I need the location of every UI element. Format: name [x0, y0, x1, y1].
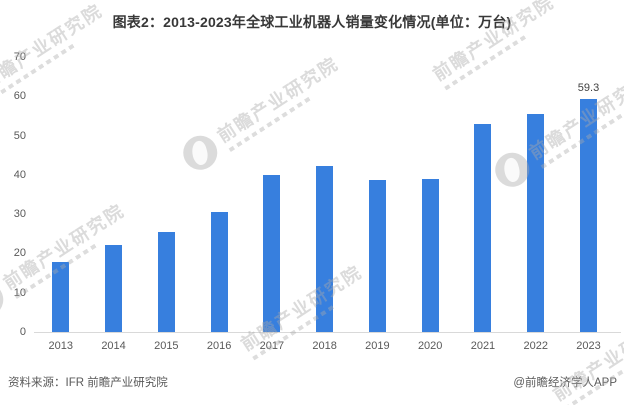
- bar-2019: [368, 179, 386, 332]
- y-tick-50: 50: [13, 129, 26, 142]
- x-tick-2022: 2022: [523, 340, 548, 352]
- x-tick-2013: 2013: [48, 340, 74, 352]
- x-tick-2018: 2018: [312, 340, 337, 352]
- bar-2021: [474, 123, 492, 332]
- source-note: 资料来源：IFR 前瞻产业研究院: [8, 377, 168, 389]
- y-tick-30: 30: [13, 208, 26, 221]
- watermark-logo-icon: [0, 276, 10, 324]
- chart-title: 图表2：2013-2023年全球工业机器人销量变化情况(单位：万台): [112, 14, 512, 30]
- y-tick-70: 70: [13, 51, 26, 63]
- x-tick-2017: 2017: [259, 340, 285, 352]
- y-tick-0: 0: [19, 326, 26, 338]
- bar-plot-area: [34, 57, 615, 332]
- bar-2022: [527, 113, 545, 332]
- value-label-2023: 59.3: [577, 82, 600, 95]
- y-tick-60: 60: [13, 90, 26, 103]
- bar-2015: [157, 231, 175, 332]
- x-tick-2020: 2020: [417, 340, 443, 352]
- bar-2017: [263, 174, 281, 332]
- x-tick-2016: 2016: [206, 340, 232, 352]
- y-tick-10: 10: [13, 286, 26, 299]
- x-tick-2023: 2023: [576, 340, 601, 352]
- bar-2016: [210, 211, 228, 332]
- bar-2013: [52, 262, 70, 332]
- y-tick-40: 40: [13, 168, 26, 181]
- bar-2018: [316, 166, 334, 332]
- bar-2014: [105, 244, 123, 332]
- y-tick-20: 20: [13, 247, 26, 260]
- bar-2023: [580, 99, 597, 332]
- x-tick-2015: 2015: [154, 340, 179, 352]
- x-tick-2019: 2019: [365, 340, 390, 352]
- x-axis-line: [34, 332, 621, 333]
- x-tick-2021: 2021: [470, 340, 496, 352]
- bar-2020: [421, 178, 439, 332]
- credit-note: @前瞻经济学人APP: [513, 377, 617, 389]
- x-tick-2014: 2014: [101, 340, 126, 352]
